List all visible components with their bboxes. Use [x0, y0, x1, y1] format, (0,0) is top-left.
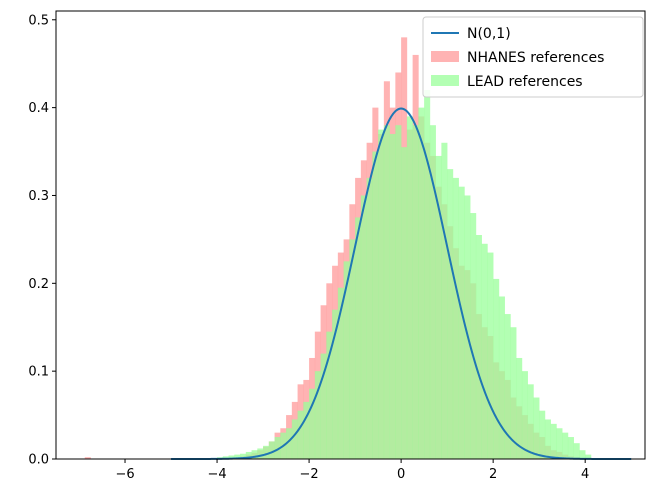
lead-bar: [303, 401, 310, 459]
plot-frame: [55, 10, 646, 460]
lead-bar: [268, 441, 275, 459]
lead-bar: [544, 419, 551, 459]
lead-bar: [406, 116, 413, 459]
lead-bar: [297, 410, 304, 459]
x-tick-label: −4: [207, 467, 226, 482]
lead-bar: [470, 213, 477, 459]
lead-bar: [533, 397, 540, 459]
x-tick-label: 2: [489, 467, 497, 482]
lead-bar: [562, 432, 569, 459]
lead-bar: [274, 437, 281, 459]
x-tick-label: 0: [397, 467, 405, 482]
lead-bar: [332, 309, 339, 459]
lead-bar: [521, 371, 528, 459]
lead-bar: [435, 155, 442, 460]
lead-bar: [452, 177, 459, 459]
lead-bar: [447, 169, 454, 459]
lead-bar: [245, 451, 252, 459]
lead-bar: [418, 107, 425, 460]
lead-bar: [429, 125, 436, 459]
lead-bar: [516, 357, 523, 459]
legend: N(0,1) NHANES references LEAD references: [422, 16, 644, 98]
x-tick-label: 4: [581, 467, 589, 482]
x-axis: −6 −4 −2 0 2 4: [115, 459, 589, 482]
lead-bar: [401, 147, 408, 459]
lead-bar: [240, 453, 247, 459]
lead-bar: [366, 177, 373, 459]
lead-bar: [360, 195, 367, 459]
y-tick-label: 0.5: [28, 13, 49, 28]
y-tick-label: 0.1: [28, 365, 49, 380]
lead-bar: [573, 443, 580, 459]
lead-bar: [510, 327, 517, 459]
lead-bar: [464, 195, 471, 459]
lead-bar: [326, 331, 333, 459]
lead-bar: [458, 186, 465, 459]
x-tick-label: −6: [115, 467, 134, 482]
lead-bar: [412, 125, 419, 459]
lead-bar: [493, 278, 500, 459]
lead-bar: [228, 455, 235, 459]
lead-bar: [389, 133, 396, 459]
lead-bar: [251, 450, 258, 459]
y-tick-label: 0.4: [28, 101, 49, 116]
y-tick-label: 0.3: [28, 189, 49, 204]
normal-curve-line: [171, 107, 632, 460]
legend-swatch-lead: [431, 75, 459, 86]
y-tick-label: 0.0: [28, 453, 49, 468]
lead-bar: [263, 445, 270, 459]
lead-bar: [498, 296, 505, 459]
lead-bar: [395, 125, 402, 459]
lead-bar: [539, 410, 546, 459]
lead-bar: [355, 217, 362, 459]
lead-histogram: [217, 90, 592, 460]
lead-bar: [314, 371, 321, 459]
lead-bar: [567, 437, 574, 459]
lead-bar: [372, 151, 379, 460]
lead-bar: [527, 384, 534, 459]
lead-bar: [481, 243, 488, 459]
legend-label-nhanes: NHANES references: [467, 50, 604, 66]
legend-label-normal: N(0,1): [467, 26, 511, 42]
lead-bar: [487, 252, 494, 459]
lead-bar: [504, 314, 511, 459]
lead-bar: [378, 129, 385, 459]
lead-bar: [424, 90, 431, 459]
lead-bar: [349, 239, 356, 459]
lead-bar: [257, 448, 264, 459]
y-axis: 0.0 0.1 0.2 0.3 0.4 0.5: [28, 13, 56, 468]
lead-bar: [556, 428, 563, 459]
lead-bar: [550, 423, 557, 459]
lead-bar: [585, 454, 592, 459]
legend-swatch-nhanes: [431, 51, 459, 62]
lead-bar: [286, 428, 293, 459]
lead-bar: [309, 388, 316, 459]
lead-bar: [343, 261, 350, 459]
lead-bar: [579, 450, 586, 459]
nhanes-bar: [84, 457, 91, 459]
lead-bar: [441, 142, 448, 459]
lead-bar: [383, 125, 390, 459]
lead-bar: [320, 353, 327, 459]
legend-box: [422, 16, 644, 98]
lead-bar: [234, 454, 241, 459]
lead-bar: [475, 235, 482, 459]
lead-bar: [222, 456, 229, 459]
lead-bar: [337, 287, 344, 459]
legend-label-lead: LEAD references: [467, 74, 583, 90]
x-tick-label: −2: [300, 467, 319, 482]
y-tick-label: 0.2: [28, 277, 49, 292]
lead-bar: [291, 419, 298, 459]
